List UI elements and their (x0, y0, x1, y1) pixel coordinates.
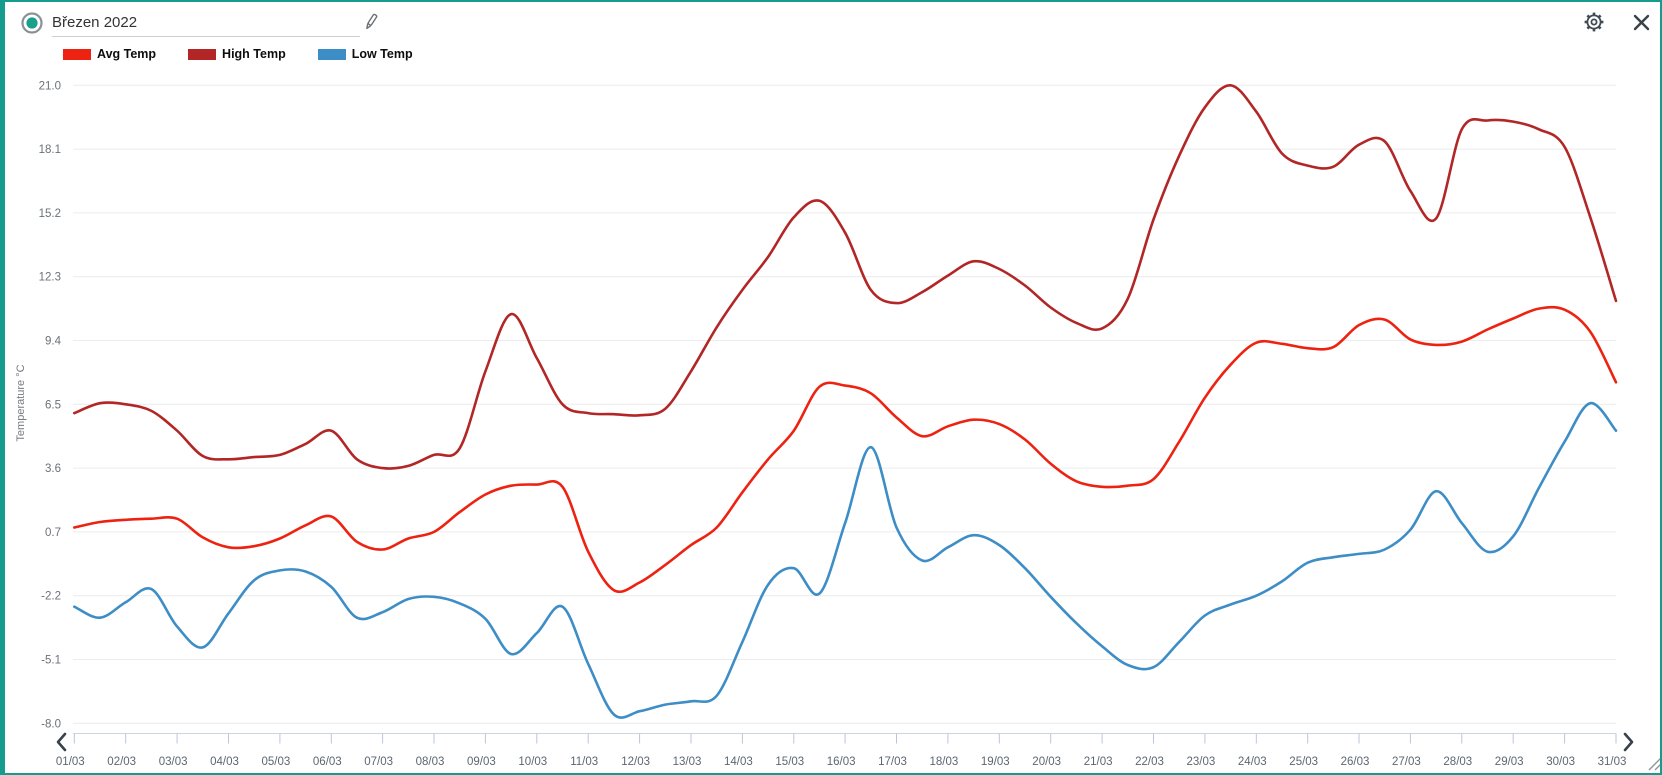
x-tick-label: 10/03 (518, 756, 547, 768)
x-tick-label: 13/03 (673, 756, 702, 768)
y-tick-label: 18.1 (39, 144, 61, 156)
period-title-input[interactable]: Březen 2022 (52, 12, 360, 37)
x-tick-label: 29/03 (1495, 756, 1524, 768)
x-tick-label: 04/03 (210, 756, 239, 768)
diagonal-grip-icon (1648, 758, 1660, 771)
x-tick-label: 19/03 (981, 756, 1010, 768)
x-tick-label: 17/03 (878, 756, 907, 768)
x-tick-label: 14/03 (724, 756, 753, 768)
x-tick-label: 25/03 (1289, 756, 1318, 768)
chevron-left-icon (56, 732, 67, 752)
x-tick-label: 18/03 (930, 756, 959, 768)
prev-period-button[interactable] (54, 731, 70, 753)
x-tick-label: 01/03 (56, 756, 85, 768)
legend-label: High Temp (222, 47, 286, 61)
y-tick-label: -8.0 (41, 718, 61, 730)
x-tick-label: 05/03 (262, 756, 291, 768)
y-tick-label: 3.6 (45, 463, 61, 475)
x-tick-label: 23/03 (1187, 756, 1216, 768)
legend-label: Avg Temp (97, 47, 157, 61)
legend-item-high-temp[interactable]: High Temp (188, 47, 286, 61)
chevron-right-icon (1623, 732, 1634, 752)
y-tick-label: 0.7 (45, 527, 61, 539)
gear-icon (1584, 12, 1604, 32)
close-button[interactable] (1633, 14, 1650, 31)
settings-button[interactable] (1582, 10, 1606, 34)
y-tick-label: 15.2 (39, 208, 61, 220)
x-tick-label: 12/03 (621, 756, 650, 768)
x-tick-label: 11/03 (570, 756, 598, 768)
x-tick-label: 16/03 (827, 756, 856, 768)
status-indicator-icon (21, 12, 43, 34)
x-tick-label: 15/03 (775, 756, 804, 768)
edit-icon[interactable] (361, 12, 381, 32)
x-tick-label: 06/03 (313, 756, 342, 768)
high-temp-line (73, 84, 1618, 470)
chart-legend: Avg Temp High Temp Low Temp (63, 47, 413, 61)
x-tick-label: 22/03 (1135, 756, 1164, 768)
avg-temp-swatch (63, 48, 91, 60)
y-tick-label: -2.2 (41, 591, 61, 603)
y-tick-label: 6.5 (45, 399, 61, 411)
x-tick-label: 02/03 (107, 756, 136, 768)
y-tick-label: 9.4 (45, 336, 62, 348)
next-period-button[interactable] (1620, 731, 1636, 753)
x-tick-label: 08/03 (416, 756, 445, 768)
x-tick-label: 26/03 (1341, 756, 1370, 768)
y-tick-label: 21.0 (39, 80, 61, 92)
y-tick-label: -5.1 (41, 655, 61, 667)
high-temp-swatch (188, 48, 217, 60)
temperature-chart: 21.0 18.1 15.2 12.3 9.4 6.5 3.6 0.7 -2.2 -5.1 -8.0… (39, 80, 1627, 768)
resize-grip[interactable] (1645, 750, 1662, 772)
y-tick-label: 12.3 (39, 272, 61, 284)
x-tick-label: 21/03 (1084, 756, 1113, 768)
x-tick-label: 31/03 (1598, 756, 1627, 768)
avg-temp-line (73, 305, 1618, 594)
x-tick-label: 28/03 (1443, 756, 1472, 768)
x-tick-label: 03/03 (159, 756, 188, 768)
x-tick-label: 24/03 (1238, 756, 1267, 768)
x-tick-label: 07/03 (364, 756, 393, 768)
x-tick-label: 30/03 (1546, 756, 1575, 768)
low-temp-swatch (317, 48, 346, 60)
legend-label: Low Temp (351, 47, 413, 61)
x-tick-label: 09/03 (467, 756, 496, 768)
x-tick-label: 20/03 (1032, 756, 1061, 768)
y-axis-title: Temperature °C (15, 364, 27, 442)
low-temp-line (73, 401, 1618, 719)
legend-item-avg-temp[interactable]: Avg Temp (63, 47, 156, 61)
close-icon (1633, 14, 1650, 31)
legend-item-low-temp[interactable]: Low Temp (317, 47, 413, 61)
x-tick-label: 27/03 (1392, 756, 1421, 768)
